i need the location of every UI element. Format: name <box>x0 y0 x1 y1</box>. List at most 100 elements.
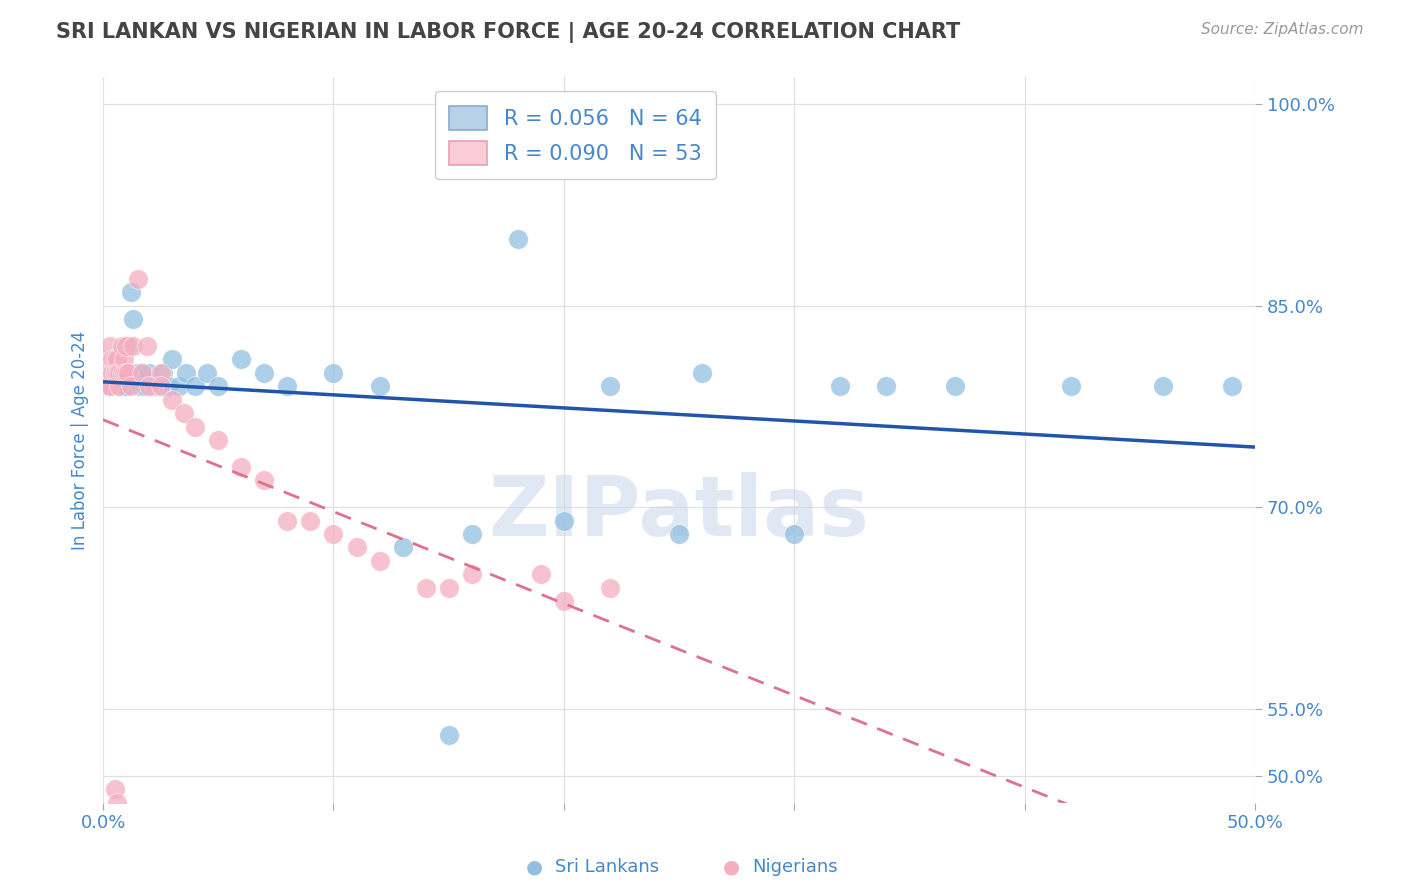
Point <box>101 379 124 393</box>
Text: ZIPatlas: ZIPatlas <box>488 472 869 553</box>
Point <box>322 366 344 380</box>
Point <box>104 366 127 380</box>
Point <box>124 366 146 380</box>
Point <box>131 366 153 380</box>
Point <box>506 231 529 245</box>
Point <box>105 352 128 367</box>
Point <box>98 339 121 353</box>
Point <box>134 379 156 393</box>
Point <box>105 366 128 380</box>
Point <box>276 379 298 393</box>
Point <box>138 379 160 393</box>
Point <box>98 379 121 393</box>
Point <box>117 339 139 353</box>
Point <box>830 379 852 393</box>
Point <box>184 419 207 434</box>
Point <box>174 366 197 380</box>
Point <box>110 366 132 380</box>
Point <box>112 366 135 380</box>
Point <box>553 594 575 608</box>
Point <box>98 366 121 380</box>
Point <box>152 366 174 380</box>
Point <box>105 379 128 393</box>
Point <box>599 581 621 595</box>
Point <box>101 352 124 367</box>
Point <box>108 379 131 393</box>
Point <box>110 379 132 393</box>
Point <box>437 728 460 742</box>
Point <box>253 473 276 487</box>
Point <box>391 541 413 555</box>
Point <box>231 352 253 367</box>
Point <box>142 379 165 393</box>
Point <box>117 366 139 380</box>
Text: Sri Lankans: Sri Lankans <box>555 858 659 876</box>
Point <box>149 366 172 380</box>
Point <box>299 514 322 528</box>
Point <box>110 822 132 837</box>
Point <box>195 366 218 380</box>
Point <box>156 379 179 393</box>
Point <box>108 379 131 393</box>
Point <box>276 514 298 528</box>
Point <box>138 366 160 380</box>
Point <box>94 366 117 380</box>
Point <box>149 379 172 393</box>
Text: ●: ● <box>526 857 543 877</box>
Text: ●: ● <box>723 857 740 877</box>
Point <box>108 366 131 380</box>
Point <box>207 379 229 393</box>
Point <box>530 567 553 582</box>
Text: Source: ZipAtlas.com: Source: ZipAtlas.com <box>1201 22 1364 37</box>
Point <box>98 379 121 393</box>
Point <box>110 339 132 353</box>
Point <box>104 366 127 380</box>
Point <box>1152 379 1174 393</box>
Point <box>173 406 195 420</box>
Point <box>415 581 437 595</box>
Point <box>945 379 967 393</box>
Point <box>105 796 128 810</box>
Point <box>120 379 142 393</box>
Point <box>322 527 344 541</box>
Point <box>437 581 460 595</box>
Point <box>1059 379 1081 393</box>
Point <box>112 366 135 380</box>
Point <box>101 379 124 393</box>
Point <box>120 285 142 300</box>
Point <box>461 527 484 541</box>
Point <box>1220 379 1243 393</box>
Point <box>162 352 184 367</box>
Point <box>104 379 127 393</box>
Point <box>115 366 138 380</box>
Point <box>346 541 368 555</box>
Point <box>599 379 621 393</box>
Point <box>690 366 713 380</box>
Point <box>115 366 138 380</box>
Point <box>104 366 127 380</box>
Point <box>105 379 128 393</box>
Point <box>461 567 484 582</box>
Point <box>129 379 152 393</box>
Point <box>668 527 690 541</box>
Point <box>101 366 124 380</box>
Point <box>167 379 190 393</box>
Point <box>122 312 145 326</box>
Point <box>105 366 128 380</box>
Point <box>162 392 184 407</box>
Point <box>98 379 121 393</box>
Point <box>207 433 229 447</box>
Point <box>131 366 153 380</box>
Point <box>127 272 149 286</box>
Point <box>135 339 157 353</box>
Point <box>783 527 806 541</box>
Point <box>98 366 121 380</box>
Point <box>368 554 391 568</box>
Point <box>148 379 170 393</box>
Text: SRI LANKAN VS NIGERIAN IN LABOR FORCE | AGE 20-24 CORRELATION CHART: SRI LANKAN VS NIGERIAN IN LABOR FORCE | … <box>56 22 960 44</box>
Point <box>104 352 127 367</box>
Point <box>553 514 575 528</box>
Point <box>110 379 132 393</box>
Y-axis label: In Labor Force | Age 20-24: In Labor Force | Age 20-24 <box>72 330 89 549</box>
Point <box>184 379 207 393</box>
